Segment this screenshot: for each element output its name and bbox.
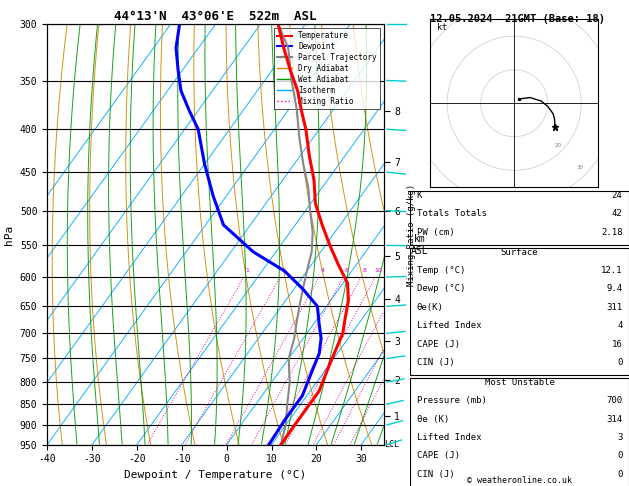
Text: CAPE (J): CAPE (J) <box>416 451 460 460</box>
Text: 1: 1 <box>245 268 250 274</box>
Bar <box>410 191 629 244</box>
Text: PW (cm): PW (cm) <box>416 228 454 237</box>
Y-axis label: hPa: hPa <box>4 225 14 244</box>
Text: Dewp (°C): Dewp (°C) <box>416 284 465 294</box>
Text: Mixing Ratio (g/kg): Mixing Ratio (g/kg) <box>407 183 416 286</box>
Text: Most Unstable: Most Unstable <box>484 378 555 387</box>
Text: 30: 30 <box>576 165 583 170</box>
Text: 3: 3 <box>617 433 623 442</box>
Text: 12.1: 12.1 <box>601 266 623 275</box>
Text: Totals Totals: Totals Totals <box>416 209 487 218</box>
Text: Lifted Index: Lifted Index <box>416 433 481 442</box>
Text: 2.18: 2.18 <box>601 228 623 237</box>
Text: Lifted Index: Lifted Index <box>416 321 481 330</box>
Text: 0: 0 <box>617 469 623 479</box>
Text: Surface: Surface <box>501 248 538 257</box>
Text: CIN (J): CIN (J) <box>416 469 454 479</box>
Text: LCL: LCL <box>384 440 399 449</box>
Text: 2: 2 <box>282 268 286 274</box>
Text: 20: 20 <box>554 143 561 148</box>
Bar <box>410 378 629 486</box>
Text: 0: 0 <box>617 358 623 367</box>
Text: 42: 42 <box>611 209 623 218</box>
Text: 12.05.2024  21GMT (Base: 18): 12.05.2024 21GMT (Base: 18) <box>430 14 604 24</box>
Text: 9.4: 9.4 <box>606 284 623 294</box>
Text: CAPE (J): CAPE (J) <box>416 340 460 348</box>
Text: 700: 700 <box>606 396 623 405</box>
Text: θe(K): θe(K) <box>416 303 443 312</box>
Bar <box>410 248 629 375</box>
Legend: Temperature, Dewpoint, Parcel Trajectory, Dry Adiabat, Wet Adiabat, Isotherm, Mi: Temperature, Dewpoint, Parcel Trajectory… <box>274 28 380 109</box>
Text: 8: 8 <box>362 268 367 274</box>
Text: 4: 4 <box>617 321 623 330</box>
Text: 314: 314 <box>606 415 623 424</box>
Text: 24: 24 <box>611 191 623 200</box>
Text: θe (K): θe (K) <box>416 415 449 424</box>
Text: 0: 0 <box>617 451 623 460</box>
Text: kt: kt <box>437 22 447 32</box>
Text: 4: 4 <box>321 268 325 274</box>
X-axis label: Dewpoint / Temperature (°C): Dewpoint / Temperature (°C) <box>125 470 306 480</box>
Text: 311: 311 <box>606 303 623 312</box>
Text: © weatheronline.co.uk: © weatheronline.co.uk <box>467 475 572 485</box>
Text: Temp (°C): Temp (°C) <box>416 266 465 275</box>
Title: 44°13'N  43°06'E  522m  ASL: 44°13'N 43°06'E 522m ASL <box>114 10 316 23</box>
Text: K: K <box>416 191 422 200</box>
Text: CIN (J): CIN (J) <box>416 358 454 367</box>
Text: Pressure (mb): Pressure (mb) <box>416 396 487 405</box>
Text: 6: 6 <box>345 268 348 274</box>
Y-axis label: km
ASL: km ASL <box>411 235 428 256</box>
Text: 16: 16 <box>611 340 623 348</box>
Text: 10: 10 <box>375 268 382 274</box>
